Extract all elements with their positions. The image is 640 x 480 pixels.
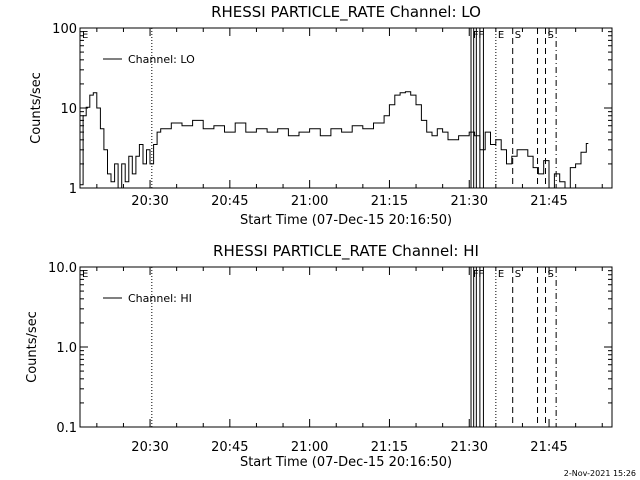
- generation-timestamp: 2-Nov-2021 15:26: [564, 469, 636, 478]
- lo-x-tick-label: 21:45: [530, 194, 567, 209]
- hi-y-axis-label: Counts/sec: [25, 311, 40, 383]
- hi-event-marker-label: E: [498, 269, 504, 280]
- hi-y-tick-label: 1.0: [56, 341, 77, 356]
- lo-x-tick-label: 20:45: [211, 194, 248, 209]
- lo-event-marker-label: S: [548, 30, 554, 41]
- hi-start-marker-label: E: [82, 269, 88, 280]
- lo-x-tick-label: 20:30: [131, 194, 168, 209]
- hi-event-marker-label: F: [478, 269, 484, 280]
- hi-x-axis-label: Start Time (07-Dec-15 20:16:50): [240, 455, 452, 470]
- hi-x-tick-label: 21:00: [291, 440, 328, 455]
- lo-event-marker-label: S: [515, 30, 521, 41]
- hi-x-tick-label: 20:30: [131, 440, 168, 455]
- hi-x-tick-label: 21:15: [371, 440, 408, 455]
- lo-x-tick-label: 21:00: [291, 194, 328, 209]
- lo-y-tick-label: 100: [52, 22, 77, 37]
- hi-plot-marks: 0.1 1.0 10.0 20:30 20:45 21:00 21:15 21:30 21:45…: [48, 261, 612, 455]
- lo-x-axis-label: Start Time (07-Dec-15 20:16:50): [240, 213, 452, 228]
- lo-event-marker-label: F: [478, 30, 484, 41]
- lo-plot-marks: 11010020:3020:4521:0021:1521:3021:45FFES…: [52, 22, 612, 209]
- lo-y-axis-label: Counts/sec: [29, 72, 44, 144]
- hi-event-marker-label: S: [548, 269, 554, 280]
- hi-y-tick-label: 10.0: [48, 261, 77, 276]
- lo-x-tick-label: 21:15: [371, 194, 408, 209]
- hi-legend-label: Channel: HI: [128, 292, 192, 305]
- lo-y-tick-label: 1: [69, 182, 77, 197]
- hi-x-tick-label: 21:30: [451, 440, 488, 455]
- lo-series-line: [80, 91, 589, 189]
- lo-y-tick-label: 10: [60, 102, 77, 117]
- hi-y-tick-label: 0.1: [56, 421, 77, 436]
- hi-plot-frame: [79, 266, 613, 428]
- hi-panel: RHESSI PARTICLE_RATE Channel: HI Start T…: [25, 242, 613, 470]
- lo-panel: RHESSI PARTICLE_RATE Channel: LO Start T…: [29, 3, 613, 228]
- hi-chart-title: RHESSI PARTICLE_RATE Channel: HI: [213, 242, 479, 261]
- hi-x-tick-label: 20:45: [211, 440, 248, 455]
- lo-event-marker-label: E: [498, 30, 504, 41]
- lo-chart-title: RHESSI PARTICLE_RATE Channel: LO: [211, 3, 481, 22]
- hi-event-marker-label: S: [515, 269, 521, 280]
- lo-plot-frame: [79, 27, 613, 189]
- lo-start-marker-label: E: [82, 30, 88, 41]
- lo-x-tick-label: 21:30: [451, 194, 488, 209]
- hi-x-tick-label: 21:45: [530, 440, 567, 455]
- lo-legend-label: Channel: LO: [128, 53, 195, 66]
